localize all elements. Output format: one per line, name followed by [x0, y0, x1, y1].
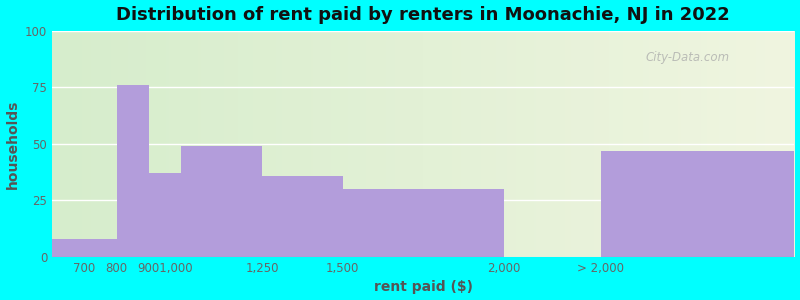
Bar	[342, 189, 504, 257]
Bar	[52, 239, 117, 257]
Bar	[149, 173, 182, 257]
Bar	[262, 176, 342, 257]
Bar	[601, 151, 794, 257]
Bar	[117, 85, 149, 257]
Title: Distribution of rent paid by renters in Moonachie, NJ in 2022: Distribution of rent paid by renters in …	[117, 6, 730, 24]
Y-axis label: households: households	[6, 99, 19, 188]
Text: City-Data.com: City-Data.com	[646, 51, 730, 64]
Bar	[182, 146, 262, 257]
X-axis label: rent paid ($): rent paid ($)	[374, 280, 473, 294]
